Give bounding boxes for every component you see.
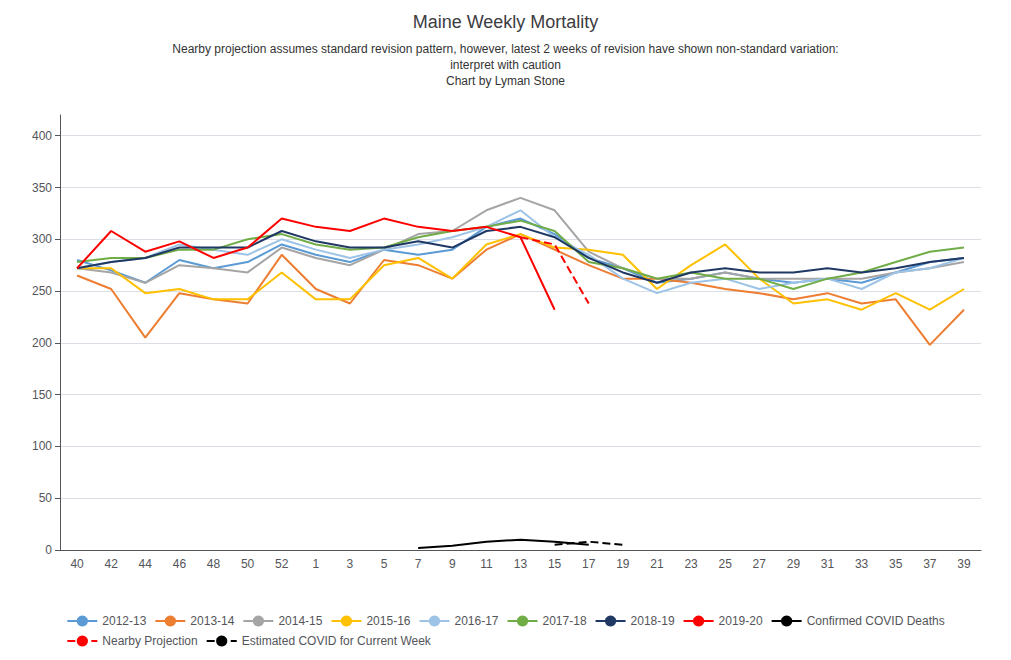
svg-text:35: 35 (889, 557, 903, 571)
svg-text:42: 42 (104, 557, 118, 571)
svg-text:31: 31 (821, 557, 835, 571)
svg-text:25: 25 (718, 557, 732, 571)
svg-text:2019-20: 2019-20 (719, 614, 763, 628)
svg-text:3: 3 (347, 557, 354, 571)
svg-text:7: 7 (415, 557, 422, 571)
svg-text:50: 50 (241, 557, 255, 571)
svg-text:2012-13: 2012-13 (102, 614, 146, 628)
svg-text:2013-14: 2013-14 (190, 614, 234, 628)
svg-text:interpret with caution: interpret with caution (450, 58, 561, 72)
svg-text:2018-19: 2018-19 (631, 614, 675, 628)
svg-text:11: 11 (480, 557, 493, 571)
svg-text:27: 27 (753, 557, 767, 571)
svg-text:37: 37 (923, 557, 937, 571)
svg-text:Chart by Lyman Stone: Chart by Lyman Stone (446, 74, 565, 88)
svg-text:100: 100 (32, 439, 52, 453)
svg-text:Nearby Projection: Nearby Projection (102, 634, 197, 648)
svg-text:21: 21 (650, 557, 664, 571)
svg-text:48: 48 (207, 557, 221, 571)
svg-text:17: 17 (582, 557, 596, 571)
svg-text:250: 250 (32, 284, 52, 298)
svg-text:150: 150 (32, 388, 52, 402)
svg-text:46: 46 (173, 557, 187, 571)
svg-text:2015-16: 2015-16 (366, 614, 410, 628)
svg-text:19: 19 (616, 557, 630, 571)
svg-text:13: 13 (514, 557, 528, 571)
svg-text:40: 40 (70, 557, 84, 571)
svg-text:Estimated COVID for Current We: Estimated COVID for Current Week (242, 634, 432, 648)
svg-text:Confirmed COVID Deaths: Confirmed COVID Deaths (807, 614, 945, 628)
svg-text:400: 400 (32, 129, 52, 143)
svg-text:15: 15 (548, 557, 562, 571)
svg-text:300: 300 (32, 232, 52, 246)
svg-text:5: 5 (381, 557, 388, 571)
svg-text:1: 1 (312, 557, 319, 571)
svg-text:33: 33 (855, 557, 869, 571)
svg-text:23: 23 (684, 557, 698, 571)
svg-text:9: 9 (449, 557, 456, 571)
svg-text:50: 50 (39, 491, 53, 505)
svg-text:350: 350 (32, 181, 52, 195)
svg-text:Nearby projection assumes stan: Nearby projection assumes standard revis… (172, 42, 838, 56)
svg-text:29: 29 (787, 557, 801, 571)
svg-text:2014-15: 2014-15 (278, 614, 322, 628)
svg-text:52: 52 (275, 557, 289, 571)
svg-text:0: 0 (45, 543, 52, 557)
svg-text:44: 44 (139, 557, 153, 571)
svg-text:Maine Weekly Mortality: Maine Weekly Mortality (413, 12, 599, 32)
svg-text:2016-17: 2016-17 (454, 614, 498, 628)
svg-text:39: 39 (957, 557, 971, 571)
svg-text:2017-18: 2017-18 (543, 614, 587, 628)
svg-text:200: 200 (32, 336, 52, 350)
